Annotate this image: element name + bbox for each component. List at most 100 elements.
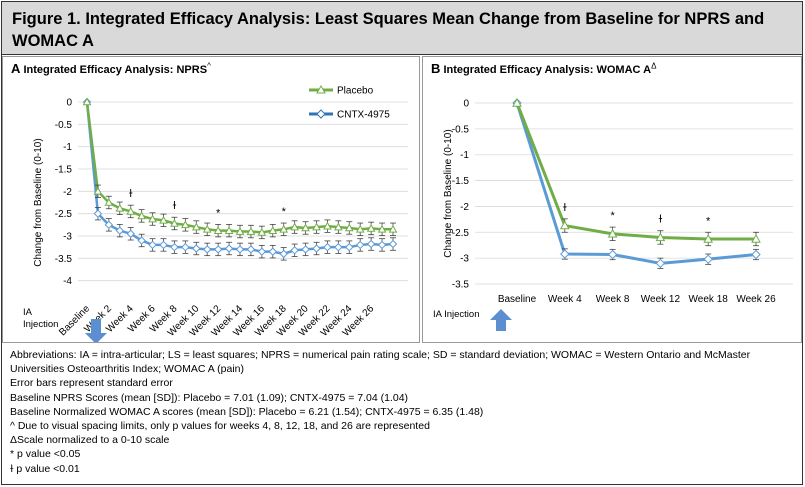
data-point-triangle (246, 227, 256, 235)
data-point-triangle (344, 223, 354, 232)
panel-b-title: B Integrated Efficacy Analysis: WOMAC AΔ (431, 61, 656, 76)
data-point-diamond (224, 244, 234, 253)
x-tick-label: Week 4 (548, 294, 582, 305)
footnote-line: ɫ p value <0.01 (10, 462, 80, 475)
significance-marker: * (282, 206, 287, 218)
y-tick-label: -1.5 (452, 176, 470, 187)
data-point-diamond (181, 242, 190, 252)
nprs-chart: 0 -0.5 -1 -1.5 -2 -2.5 -3 -3.5 -4 Change from Bas… (33, 84, 408, 342)
x-tick-label: Baseline (498, 294, 537, 305)
data-point-diamond (115, 226, 124, 235)
significance-marker: ɫ (563, 202, 567, 214)
x-tick-label: Week 8 (596, 294, 630, 305)
footnote-line: Baseline Normalized WOMAC A scores (mean… (10, 405, 484, 418)
data-point-diamond (366, 239, 376, 249)
significance-marker: * (216, 207, 221, 219)
data-point-diamond (301, 245, 310, 254)
legend-marker (316, 84, 326, 94)
y-axis-label: Change from Baseline (0-10) (33, 138, 44, 266)
panel-b: B Integrated Efficacy Analysis: WOMAC AΔ… (422, 56, 802, 343)
data-point-triangle (93, 186, 103, 195)
significance-marker: ɫ (173, 200, 177, 212)
data-point-triangle (191, 222, 201, 231)
panel-b-ia-label: IA Injection (433, 309, 480, 320)
y-tick-label: -3 (460, 254, 469, 265)
data-point-triangle (181, 220, 190, 229)
data-point-triangle (159, 215, 168, 224)
data-point-diamond (235, 245, 245, 254)
panel-b-title-text: Integrated Efficacy Analysis: WOMAC A (443, 64, 652, 76)
y-tick-label: -4 (63, 276, 72, 287)
y-tick-label: -2.5 (55, 209, 73, 220)
data-point-diamond (246, 245, 256, 254)
data-point-triangle (512, 97, 522, 107)
ia-injection-arrow-icon (490, 309, 512, 331)
data-point-diamond (203, 245, 212, 254)
legend-marker (316, 109, 326, 119)
panel-a-title-text: Integrated Efficacy Analysis: NPRS (23, 64, 208, 76)
footnotes: Abbreviations: IA = intra-articular; LS … (10, 348, 800, 476)
data-point-diamond (290, 246, 299, 255)
data-point-triangle (559, 220, 570, 230)
data-point-diamond (126, 229, 135, 238)
data-point-triangle (202, 224, 212, 233)
data-point-diamond (279, 249, 288, 259)
y-tick-label: -3.5 (452, 280, 470, 291)
series-line (515, 102, 756, 241)
data-point-diamond (751, 249, 761, 260)
significance-marker: ɫ (659, 214, 663, 226)
figure-title: Figure 1. Integrated Efficacy Analysis: … (12, 10, 765, 50)
x-tick-label: Week 18 (689, 294, 729, 305)
data-point-diamond (213, 245, 223, 254)
footnote-line: Baseline NPRS Scores (mean [SD]): Placeb… (10, 391, 409, 404)
data-point-triangle (82, 97, 92, 106)
data-point-diamond (104, 220, 114, 230)
ia-injection-arrow-icon (85, 319, 107, 342)
data-point-diamond (257, 247, 267, 256)
footnote-line: Error bars represent standard error (10, 377, 173, 390)
data-point-triangle (290, 222, 299, 231)
data-point-triangle (170, 218, 179, 227)
data-point-triangle (377, 224, 387, 233)
legend-label: CNTX-4975 (337, 110, 390, 121)
footnote-line: ^ Due to visual spacing limits, only p v… (10, 420, 430, 433)
panel-a-title-sup: ^ (207, 61, 211, 71)
data-point-diamond (192, 244, 201, 253)
panel-a-ia-line2: Injection (23, 319, 59, 330)
panel-a-ia-line1: IA (23, 307, 32, 318)
data-point-triangle (355, 224, 365, 233)
data-point-diamond (334, 242, 343, 252)
y-tick-label: -1 (63, 142, 72, 153)
data-point-diamond (268, 247, 277, 256)
series-line (515, 102, 757, 265)
y-tick-label: -2 (460, 202, 469, 213)
data-point-triangle (607, 228, 618, 238)
footnote-line: Abbreviations: IA = intra-articular; LS … (10, 349, 751, 361)
data-point-diamond (137, 236, 146, 245)
panel-a: A Integrated Efficacy Analysis: NPRS^ 0 -… (2, 56, 420, 343)
panel-b-letter: B (431, 61, 441, 76)
title-band: Figure 1. Integrated Efficacy Analysis: … (2, 2, 802, 55)
y-tick-label: -3 (63, 232, 72, 243)
data-point-triangle (323, 221, 332, 230)
data-point-triangle (257, 227, 267, 236)
data-point-diamond (377, 240, 387, 250)
data-point-diamond (159, 240, 168, 250)
data-point-diamond (560, 249, 570, 259)
y-tick-label: -2 (63, 187, 72, 198)
significance-marker: * (610, 210, 615, 222)
womac-chart: 0 -0.5 -1 -1.5 -2 -2.5 -3 -3.5 Change from Basel… (443, 97, 793, 331)
footnote-line: * p value <0.05 (10, 448, 81, 461)
data-point-triangle (137, 211, 146, 220)
panel-a-ia-label: IA Injection (23, 307, 58, 331)
data-point-triangle (703, 233, 714, 243)
data-point-triangle (279, 224, 289, 233)
data-point-triangle (235, 227, 245, 235)
data-point-diamond (170, 242, 179, 252)
data-point-diamond (703, 254, 713, 264)
y-tick-label: -2.5 (452, 228, 470, 239)
y-tick-label: -1 (460, 150, 469, 161)
data-point-triangle (115, 203, 125, 212)
data-point-diamond (148, 240, 157, 250)
significance-marker: * (706, 215, 711, 227)
